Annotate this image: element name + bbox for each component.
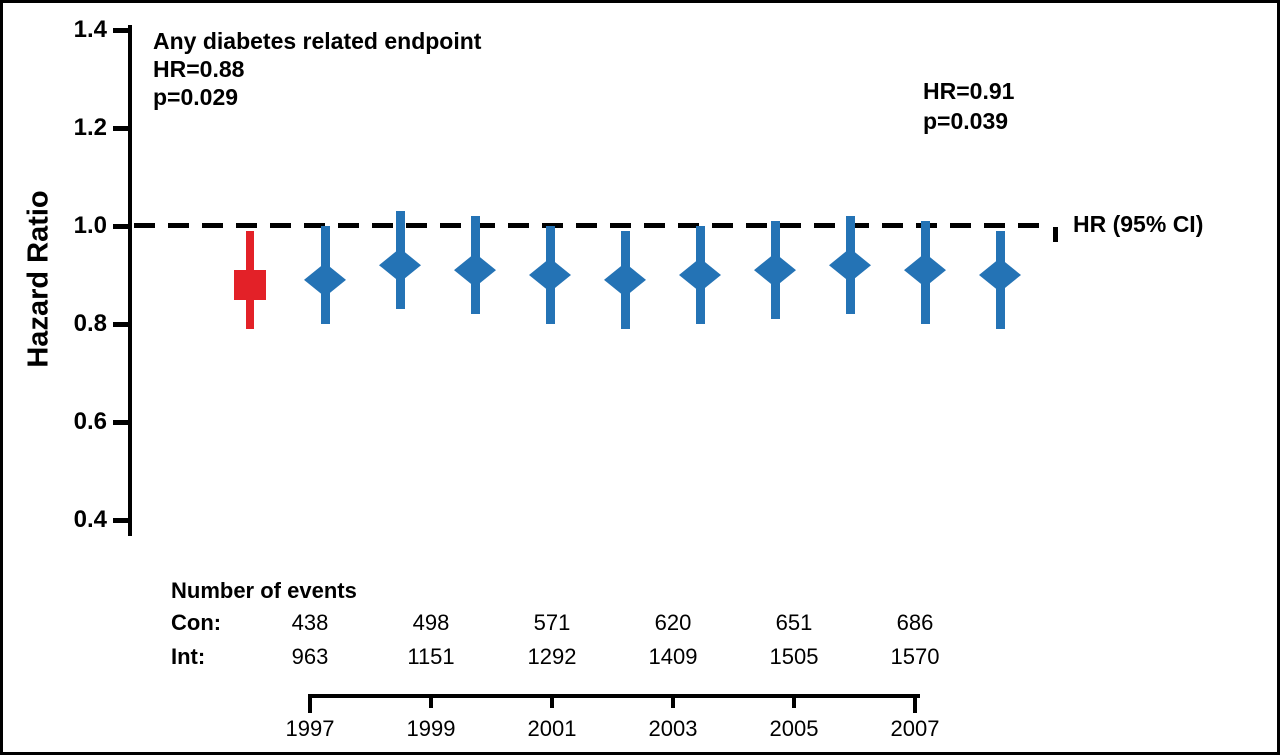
trial-hr-value: HR=0.88 xyxy=(153,56,245,82)
trial-p-value: p=0.029 xyxy=(153,84,239,110)
y-tick-label: 1.2 xyxy=(73,114,107,141)
marker-diamond-2004 xyxy=(754,253,796,288)
x-year-label-2003: 2003 xyxy=(648,716,698,741)
marker-diamond-1998 xyxy=(304,262,346,297)
endpoint-title: Any diabetes related endpoint xyxy=(153,28,482,54)
x-tick-2007 xyxy=(913,694,917,713)
events-table-title: Number of events xyxy=(171,578,357,603)
marker-diamond-2007 xyxy=(979,258,1021,292)
x-year-label-1997: 1997 xyxy=(285,716,335,741)
marker-diamond-2005 xyxy=(829,248,871,283)
marker-diamond-1999 xyxy=(379,248,421,283)
followup-annotation-block: HR=0.91 p=0.039 xyxy=(923,76,1014,136)
x-tick-2001 xyxy=(550,694,554,708)
x-axis-line xyxy=(308,694,920,698)
events-value: 686 xyxy=(896,610,934,635)
events-row-label-int: Int: xyxy=(171,644,206,669)
followup-p-value: p=0.039 xyxy=(923,108,1009,134)
events-value: 963 xyxy=(291,644,329,669)
y-tick xyxy=(113,125,129,131)
y-tick-label: 1.4 xyxy=(73,16,107,43)
marker-diamond-2002 xyxy=(604,262,646,297)
x-tick-1997 xyxy=(308,694,312,713)
marker-diamond-2001 xyxy=(529,258,571,292)
reference-line-end-tick xyxy=(1053,227,1058,242)
x-year-label-2001: 2001 xyxy=(527,716,577,741)
y-tick xyxy=(113,321,129,327)
x-year-label-1999: 1999 xyxy=(406,716,456,741)
y-tick-label: 0.6 xyxy=(73,408,107,435)
marker-diamond-2003 xyxy=(679,258,721,292)
marker-square-1997 xyxy=(234,269,266,300)
y-tick-label: 1.0 xyxy=(73,212,107,239)
events-value: 1570 xyxy=(890,644,940,669)
y-tick xyxy=(113,419,129,425)
y-tick xyxy=(113,223,129,229)
events-value: 438 xyxy=(291,610,329,635)
reference-line-hr1 xyxy=(134,223,1051,228)
trial-annotation-block: Any diabetes related endpoint HR=0.88 p=… xyxy=(153,27,481,111)
y-tick-label: 0.8 xyxy=(73,310,107,337)
y-tick-label: 0.4 xyxy=(73,506,107,533)
y-tick xyxy=(113,517,129,523)
marker-diamond-2006 xyxy=(904,253,946,288)
reference-line-label: HR (95% CI) xyxy=(1073,211,1204,237)
events-row-label-con: Con: xyxy=(171,610,222,635)
x-tick-2003 xyxy=(671,694,675,708)
events-value: 651 xyxy=(775,610,813,635)
x-year-label-2007: 2007 xyxy=(890,716,940,741)
events-value: 1409 xyxy=(648,644,698,669)
x-tick-2005 xyxy=(792,694,796,708)
x-tick-1999 xyxy=(429,694,433,708)
events-value: 498 xyxy=(412,610,450,635)
events-value: 1151 xyxy=(407,644,455,669)
followup-hr-value: HR=0.91 xyxy=(923,78,1015,104)
events-value: 571 xyxy=(533,610,571,635)
events-value: 1292 xyxy=(527,644,577,669)
marker-diamond-2000 xyxy=(454,253,496,288)
events-value: 620 xyxy=(654,610,692,635)
events-value: 1505 xyxy=(769,644,819,669)
x-year-label-2005: 2005 xyxy=(769,716,819,741)
y-axis-line xyxy=(128,25,132,536)
y-tick xyxy=(113,27,129,33)
